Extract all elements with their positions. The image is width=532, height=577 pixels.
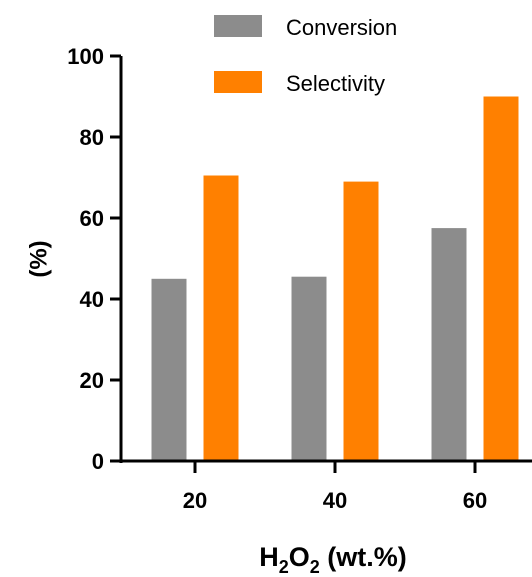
bar-conversion-40 bbox=[291, 276, 327, 461]
bar-selectivity-40 bbox=[343, 181, 379, 461]
y-axis-ticks: 0 20 40 60 80 100 bbox=[67, 44, 121, 474]
y-tick-label-20: 20 bbox=[80, 368, 104, 393]
x-tick-label-20: 20 bbox=[183, 488, 207, 513]
y-tick-label-100: 100 bbox=[67, 44, 104, 69]
x-axis-title-sub2: 2 bbox=[310, 557, 320, 577]
bar-conversion-60 bbox=[431, 228, 467, 461]
legend: Conversion Selectivity bbox=[214, 15, 397, 96]
legend-label-conversion: Conversion bbox=[286, 15, 397, 40]
x-axis-title-sub1: 2 bbox=[279, 557, 289, 577]
legend-swatch-selectivity bbox=[214, 71, 262, 93]
bar-conversion-20 bbox=[151, 278, 187, 462]
y-tick-label-0: 0 bbox=[92, 449, 104, 474]
x-axis-title-rest: (wt.%) bbox=[320, 542, 407, 572]
x-axis-ticks: 20 40 60 bbox=[183, 461, 487, 513]
bars bbox=[151, 96, 519, 462]
legend-label-selectivity: Selectivity bbox=[286, 71, 385, 96]
bar-selectivity-20 bbox=[203, 175, 239, 461]
y-tick-label-60: 60 bbox=[80, 206, 104, 231]
y-tick-label-80: 80 bbox=[80, 125, 104, 150]
x-axis-title: H2O2 (wt.%) bbox=[259, 542, 407, 577]
y-tick-label-40: 40 bbox=[80, 287, 104, 312]
x-axis-title-o: O bbox=[289, 542, 310, 572]
bar-selectivity-60 bbox=[483, 96, 519, 461]
x-tick-label-40: 40 bbox=[323, 488, 347, 513]
y-axis-title: (%) bbox=[25, 240, 52, 277]
legend-swatch-conversion bbox=[214, 15, 262, 37]
x-axis-title-h: H bbox=[259, 542, 279, 572]
x-tick-label-60: 60 bbox=[463, 488, 487, 513]
